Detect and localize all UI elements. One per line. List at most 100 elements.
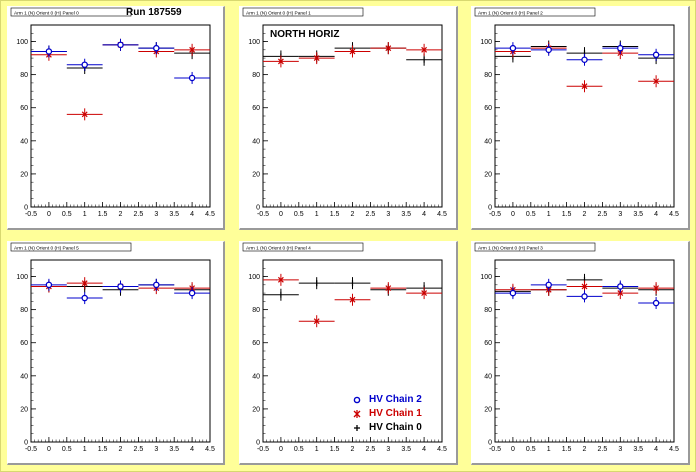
y-tick-label: 100 [248, 274, 260, 281]
y-tick-label: 40 [20, 373, 28, 380]
x-tick-label: 4.5 [669, 446, 679, 453]
panel-0-pad[interactable]: Arm 1 (N) Orient 0 (H) Panel 0 -0.5 0 0.5 1 1… [7, 6, 225, 230]
legend-label: HV Chain 0 [369, 422, 422, 433]
data-point [334, 45, 371, 58]
panel-title: Arm 1 (N) Orient 0 (H) Panel 3 [478, 246, 543, 252]
panel-2-pad[interactable]: Arm 1 (N) Orient 0 (H) Panel 2 -0.5 0 0.5 1 1… [471, 6, 690, 230]
y-tick-label: 60 [20, 340, 28, 347]
circle-marker [81, 61, 88, 68]
data-point [102, 38, 139, 51]
x-tick-label: 3 [386, 446, 390, 453]
x-tick-label: 4.5 [669, 211, 679, 218]
y-tick-label: 80 [252, 72, 260, 79]
y-tick-label: 80 [484, 307, 492, 314]
x-tick-label: 3 [386, 211, 390, 218]
data-point [174, 71, 210, 84]
y-tick-label: 40 [484, 138, 492, 145]
x-tick-label: 1 [83, 211, 87, 218]
y-tick-label: 40 [20, 138, 28, 145]
y-tick-label: 0 [488, 205, 492, 212]
star-marker [349, 296, 356, 303]
star-marker-icon [353, 410, 361, 418]
x-tick-label: -0.5 [25, 211, 37, 218]
panel-title-box [10, 7, 132, 17]
y-tick-label: 100 [248, 39, 260, 46]
y-tick-label: 20 [252, 406, 260, 413]
legend-entry-chain2: HV Chain 2 [349, 393, 425, 407]
x-tick-label: 2.5 [598, 446, 608, 453]
x-tick-label: 2.5 [134, 446, 144, 453]
data-point [530, 43, 567, 56]
panel-3-pad[interactable]: Arm 1 (N) Orient 0 (H) Panel 3 -0.5 0 0.5 1 1… [471, 241, 690, 465]
data-point [638, 282, 674, 295]
star-marker [421, 46, 428, 53]
y-tick-label: 0 [256, 440, 260, 447]
x-tick-label: 0 [511, 446, 515, 453]
panel-title-box [242, 7, 364, 17]
data-point [638, 75, 674, 88]
x-tick-label: 0.5 [62, 446, 72, 453]
x-tick-label: 0.5 [294, 211, 304, 218]
x-tick-label: 1.5 [330, 211, 340, 218]
x-tick-label: 2.5 [366, 446, 376, 453]
y-tick-label: 40 [252, 373, 260, 380]
circle-marker [617, 44, 624, 52]
panel-chart-svg: Arm 1 (N) Orient 0 (H) Panel 5-0.5 0 0.5 1 1… [10, 242, 215, 453]
y-tick-label: 20 [484, 171, 492, 178]
x-tick-label: 2.5 [598, 211, 608, 218]
data-point [263, 288, 299, 301]
x-tick-label: 0.5 [526, 446, 536, 453]
panel-1-pad[interactable]: Arm 1 (N) Orient 0 (H) Panel 1 -0.5 0 0.5 1 1… [239, 6, 458, 230]
data-point [66, 292, 103, 305]
x-tick-label: 0.5 [526, 211, 536, 218]
x-tick-label: 4.5 [205, 446, 215, 453]
data-point [495, 287, 531, 300]
data-point [66, 108, 103, 121]
star-marker [81, 111, 88, 118]
circle-marker [117, 283, 124, 290]
y-tick-label: 20 [20, 406, 28, 413]
x-tick-label: 0.5 [294, 446, 304, 453]
data-point [102, 280, 139, 293]
data-point [370, 282, 407, 295]
x-tick-label: 1 [315, 446, 319, 453]
panel-5-pad[interactable]: Arm 1 (N) Orient 0 (H) Panel 5 -0.5 0 0.5 1 1… [7, 241, 225, 465]
data-point [566, 53, 603, 66]
star-marker [313, 55, 320, 62]
data-point [263, 273, 299, 286]
x-tick-label: -0.5 [489, 211, 501, 218]
data-point [530, 278, 567, 291]
y-tick-label: 20 [252, 171, 260, 178]
x-tick-label: 0.5 [62, 211, 72, 218]
y-tick-label: 0 [488, 440, 492, 447]
x-tick-label: 1.5 [330, 446, 340, 453]
x-tick-label: 3 [154, 446, 158, 453]
star-marker [385, 285, 392, 292]
y-tick-label: 80 [252, 307, 260, 314]
x-tick-label: 2 [119, 446, 123, 453]
panel-4-pad[interactable]: Arm 1 (N) Orient 0 (H) Panel 4 -0.5 0 0.5 1 1… [239, 241, 458, 465]
data-point [31, 278, 67, 291]
panel-title-box [474, 7, 596, 17]
y-tick-label: 100 [480, 274, 492, 281]
x-tick-label: 3.5 [633, 446, 643, 453]
circle-marker [153, 281, 160, 289]
x-tick-label: 0 [47, 446, 51, 453]
data-point [566, 290, 603, 303]
legend-entry-chain1: HV Chain 1 [349, 407, 425, 421]
panel-title-box [10, 242, 132, 252]
circle-marker [153, 44, 160, 52]
x-tick-label: 3.5 [633, 211, 643, 218]
x-tick-label: 3.5 [401, 211, 411, 218]
x-tick-label: 3 [154, 211, 158, 218]
y-tick-label: 80 [20, 72, 28, 79]
star-marker [313, 318, 320, 325]
panel-title: Arm 1 (N) Orient 0 (H) Panel 5 [14, 246, 79, 252]
y-tick-label: 40 [252, 138, 260, 145]
circle-marker [652, 299, 660, 307]
star-marker [385, 45, 392, 52]
star-marker [189, 46, 196, 53]
y-tick-label: 100 [16, 39, 28, 46]
region-label: NORTH HORIZ [270, 29, 340, 40]
plus-marker-icon [354, 425, 360, 431]
